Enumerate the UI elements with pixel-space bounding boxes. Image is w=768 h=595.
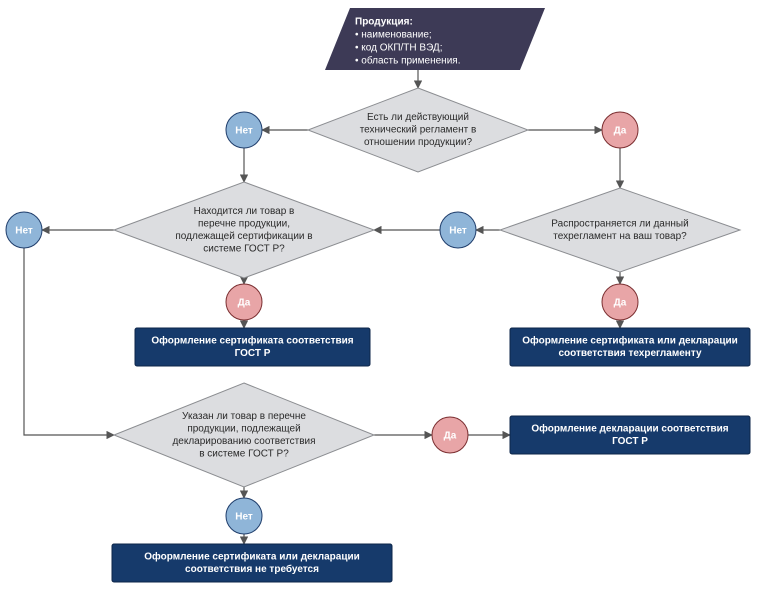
edge-e_no3_d4 (24, 248, 114, 435)
svg-text:Находится ли товар в: Находится ли товар в (194, 206, 295, 217)
svg-text:Да: Да (614, 126, 627, 137)
svg-text:системе ГОСТ Р?: системе ГОСТ Р? (203, 243, 285, 254)
svg-text:Оформление сертификата или дек: Оформление сертификата или декларации (522, 334, 738, 346)
svg-text:подлежащей сертификации в: подлежащей сертификации в (175, 230, 312, 242)
svg-text:Есть ли действующий: Есть ли действующий (367, 112, 469, 123)
svg-text:декларированию соответствия: декларированию соответствия (172, 436, 315, 447)
svg-text:продукции, подлежащей: продукции, подлежащей (187, 423, 300, 434)
svg-text:Оформление сертификата соответ: Оформление сертификата соответствия (151, 334, 353, 346)
svg-text:• код ОКП/ТН ВЭД;: • код ОКП/ТН ВЭД; (355, 43, 442, 54)
svg-text:Оформление сертификата или дек: Оформление сертификата или декларации (144, 550, 360, 562)
svg-text:Оформление декларации соответс: Оформление декларации соответствия (531, 422, 728, 434)
svg-text:• наименование;: • наименование; (355, 30, 432, 41)
svg-text:Да: Да (444, 431, 457, 442)
svg-text:Нет: Нет (235, 512, 253, 523)
svg-text:соответствия не требуется: соответствия не требуется (185, 563, 319, 575)
svg-text:отношении продукции?: отношении продукции? (364, 137, 472, 148)
svg-text:Да: Да (238, 298, 251, 309)
svg-text:техрегламент на ваш товар?: техрегламент на ваш товар? (553, 231, 687, 242)
svg-text:Нет: Нет (15, 226, 33, 237)
svg-text:Распространяется ли данный: Распространяется ли данный (551, 218, 688, 229)
svg-text:Указан ли товар в перечне: Указан ли товар в перечне (182, 411, 306, 422)
svg-text:Нет: Нет (235, 126, 253, 137)
flowchart: Продукция: • наименование; • код ОКП/ТН ВЭ… (0, 0, 768, 595)
svg-text:Продукция:: Продукция: (355, 17, 413, 28)
svg-text:• область применения.: • область применения. (355, 55, 460, 67)
svg-text:ГОСТ Р: ГОСТ Р (612, 436, 648, 447)
svg-text:Нет: Нет (449, 226, 467, 237)
svg-text:в системе ГОСТ Р?: в системе ГОСТ Р? (199, 448, 289, 459)
svg-text:Да: Да (614, 298, 627, 309)
svg-text:технический регламент в: технический регламент в (360, 125, 477, 136)
svg-text:ГОСТ Р: ГОСТ Р (235, 348, 271, 359)
svg-text:перечне продукции,: перечне продукции, (198, 218, 290, 229)
svg-text:соответствия техрегламенту: соответствия техрегламенту (558, 348, 702, 359)
